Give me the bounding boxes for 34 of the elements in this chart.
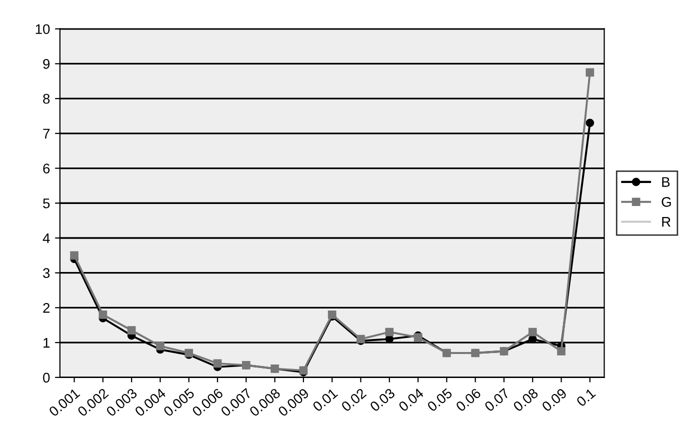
point	[213, 359, 222, 368]
point	[127, 326, 136, 335]
legend-label: B	[662, 177, 670, 187]
point	[528, 328, 537, 336]
point	[156, 342, 164, 350]
point	[586, 118, 594, 128]
point	[557, 347, 566, 356]
x-tick-label: 0.09	[541, 388, 568, 412]
x-tick-label: 0.04	[398, 388, 424, 412]
legend-label: R	[662, 217, 670, 227]
x-tick-label: 0.03	[369, 388, 396, 412]
point	[70, 251, 78, 260]
y-tick-label: 0	[43, 372, 50, 383]
x-tick-label: 0.01	[312, 388, 338, 412]
y-tick-label: 3	[43, 268, 50, 278]
x-tick-label: 0.08	[512, 388, 539, 412]
y-tick-label: 7	[43, 128, 50, 138]
x-tick-label: 0.02	[340, 388, 367, 412]
y-tick-label: 8	[43, 94, 50, 104]
x-tick-label: 0.1	[576, 388, 596, 407]
y-tick-label: 9	[43, 59, 50, 69]
y-tick-label: 2	[43, 303, 50, 313]
x-tick-label: 0.07	[484, 388, 510, 412]
y-tick-label: 10	[36, 24, 50, 34]
y-tick-label: 4	[42, 233, 50, 244]
y-tick-label: 1	[44, 338, 50, 348]
y-tick-label: 6	[43, 164, 50, 174]
x-tick-label: 0.06	[455, 388, 482, 412]
x-tick-label: 0.05	[426, 388, 453, 412]
y-tick-label: 5	[43, 198, 50, 208]
point	[385, 328, 394, 336]
legend-label: G	[662, 197, 671, 207]
point	[586, 68, 594, 77]
point	[98, 310, 108, 319]
